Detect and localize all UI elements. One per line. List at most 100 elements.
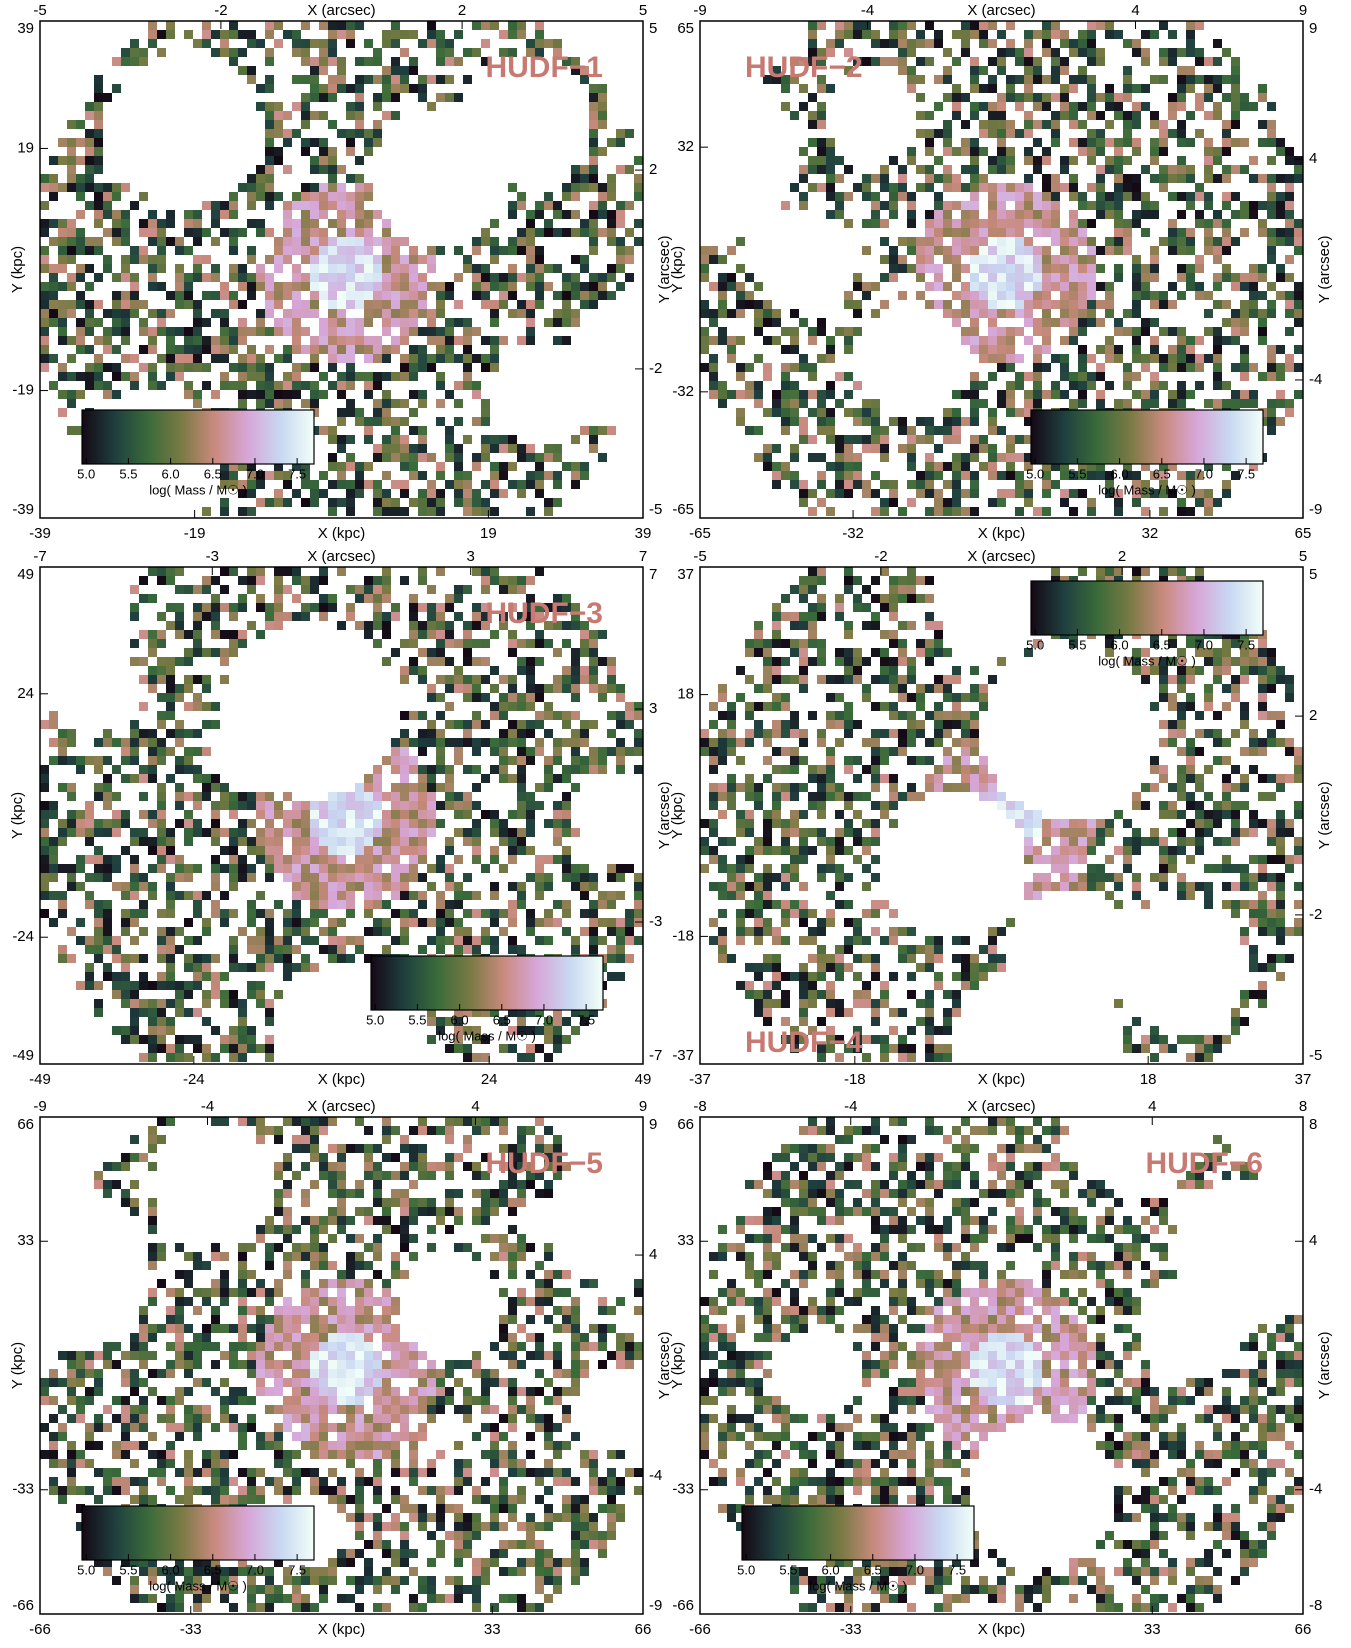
map-pixel [826,156,835,165]
map-pixel [589,648,598,657]
map-pixel [1042,255,1051,264]
map-pixel [1267,282,1276,291]
map-pixel [67,138,76,147]
map-pixel [1087,75,1096,84]
map-pixel [571,273,580,282]
map-pixel [391,648,400,657]
map-pixel [634,738,643,747]
map-pixel [112,219,121,228]
map-pixel [427,255,436,264]
map-pixel [418,765,427,774]
map-pixel [1141,201,1150,210]
map-pixel [952,57,961,66]
map-pixel [1060,57,1069,66]
map-pixel [925,174,934,183]
map-pixel [1123,309,1132,318]
map-pixel [844,576,853,585]
map-pixel [274,399,283,408]
map-pixel [1024,66,1033,75]
map-pixel [328,21,337,30]
map-pixel [634,237,643,246]
map-pixel [526,675,535,684]
map-pixel [853,435,862,444]
map-pixel [1231,84,1240,93]
map-pixel [175,237,184,246]
map-pixel [454,882,463,891]
map-pixel [1285,399,1294,408]
map-pixel [373,453,382,462]
map-pixel [472,453,481,462]
map-pixel [1123,363,1132,372]
map-pixel [1195,255,1204,264]
map-pixel [853,576,862,585]
map-pixel [220,648,229,657]
map-pixel [274,864,283,873]
map-pixel [709,336,718,345]
map-pixel [943,228,952,237]
colorbar-tick-label: 6.5 [204,466,222,481]
map-pixel [310,183,319,192]
map-pixel [382,75,391,84]
map-pixel [148,345,157,354]
map-pixel [925,282,934,291]
map-pixel [472,489,481,498]
map-pixel [1150,210,1159,219]
map-pixel [238,603,247,612]
map-pixel [1060,489,1069,498]
map-pixel [229,864,238,873]
map-pixel [562,666,571,675]
map-pixel [508,210,517,219]
map-pixel [1024,246,1033,255]
map-pixel [157,219,166,228]
map-pixel [1276,138,1285,147]
map-pixel [292,345,301,354]
map-pixel [952,93,961,102]
map-pixel [409,864,418,873]
map-pixel [1123,192,1132,201]
map-pixel [148,255,157,264]
map-pixel [85,963,94,972]
map-pixel [202,1044,211,1053]
map-pixel [817,120,826,129]
map-pixel [907,435,916,444]
map-pixel [373,585,382,594]
map-pixel [454,945,463,954]
map-pixel [607,873,616,882]
map-pixel [364,318,373,327]
map-pixel [1006,129,1015,138]
map-pixel [373,255,382,264]
map-pixel [274,498,283,507]
map-pixel [916,183,925,192]
map-pixel [391,612,400,621]
map-pixel [193,603,202,612]
map-pixel [1276,363,1285,372]
map-pixel [130,603,139,612]
map-pixel [157,945,166,954]
map-pixel [328,453,337,462]
map-pixel [844,585,853,594]
map-pixel [1168,57,1177,66]
map-pixel [1006,192,1015,201]
map-pixel [121,972,130,981]
map-pixel [130,39,139,48]
map-pixel [1015,408,1024,417]
map-pixel [925,594,934,603]
map-pixel [454,246,463,255]
colorbar-tick-label: 5.0 [77,466,95,481]
map-pixel [616,711,625,720]
map-pixel [961,147,970,156]
map-pixel [490,936,499,945]
map-pixel [517,480,526,489]
map-pixel [391,909,400,918]
map-pixel [76,372,85,381]
map-pixel [166,1044,175,1053]
map-pixel [193,936,202,945]
map-pixel [274,828,283,837]
map-pixel [700,300,709,309]
map-pixel [247,801,256,810]
map-pixel [40,228,49,237]
map-pixel [319,576,328,585]
map-pixel [1204,327,1213,336]
map-pixel [745,390,754,399]
map-pixel [463,936,472,945]
